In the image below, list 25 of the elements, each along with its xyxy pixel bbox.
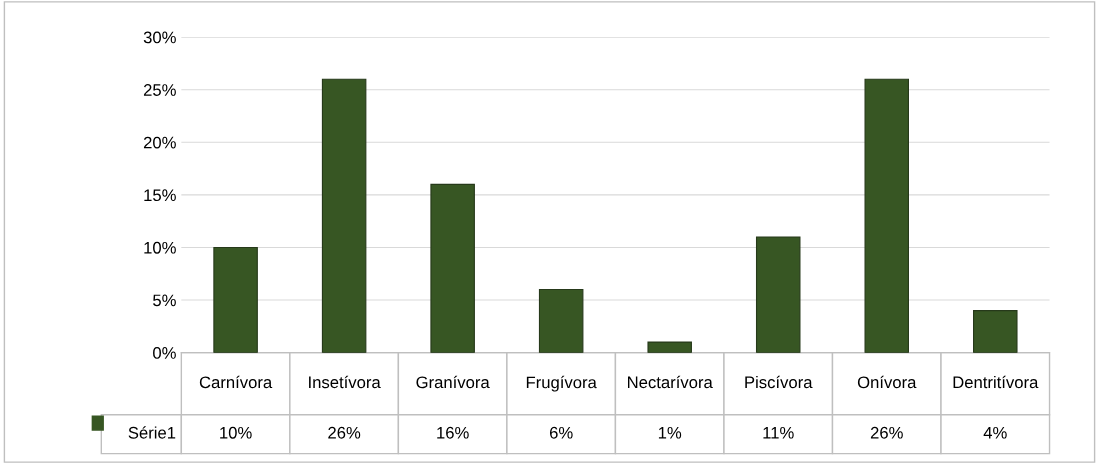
data-label: 1% <box>658 426 682 439</box>
x-tick-label: Carnívora <box>199 375 273 389</box>
bar <box>647 341 692 353</box>
data-label: 26% <box>328 426 361 439</box>
data-label: 10% <box>220 426 252 439</box>
data-label: 4% <box>983 426 1007 439</box>
data-label: 6% <box>549 426 573 439</box>
y-tick-label: 0% <box>153 347 176 359</box>
x-tick-label: Frugívora <box>526 375 597 392</box>
x-tick-label: Dentritívora <box>953 375 1039 389</box>
y-tick-label: 15% <box>144 189 176 202</box>
x-tick-label: Nectarívora <box>628 375 713 389</box>
x-tick-label: Insetívora <box>309 375 381 389</box>
y-tick-label: 5% <box>153 294 176 307</box>
x-tick-label: Granívora <box>416 375 490 389</box>
x-tick-label: Onívora <box>857 375 917 389</box>
data-label: 16% <box>437 426 469 439</box>
y-tick-label: 20% <box>143 136 176 149</box>
y-tick-label: 25% <box>143 84 176 96</box>
legend-label: Série1 <box>128 426 176 439</box>
y-tick-label: 10% <box>144 241 176 254</box>
data-label: 26% <box>870 426 903 439</box>
y-tick-label: 30% <box>143 31 176 44</box>
x-tick-label: Piscívora <box>745 375 813 389</box>
data-label: 11% <box>763 426 794 439</box>
